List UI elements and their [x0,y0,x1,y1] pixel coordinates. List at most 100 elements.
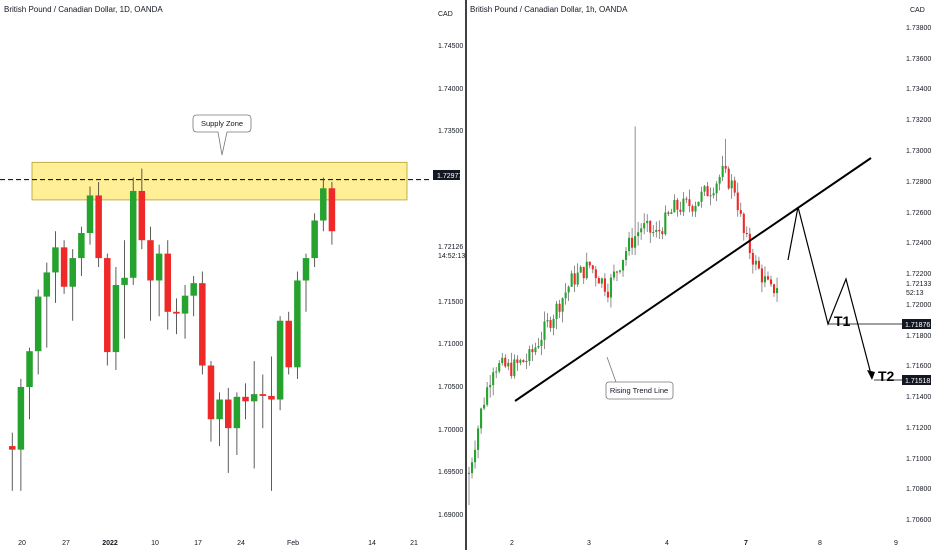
candle-bullish[interactable] [700,191,703,202]
candle-bullish[interactable] [600,278,603,284]
right-chart[interactable]: British Pound / Canadian Dollar, 1h, OAN… [467,5,931,547]
candle-bullish[interactable] [69,258,76,287]
candle-bullish[interactable] [534,347,537,353]
candle-bearish[interactable] [597,277,600,284]
candle-bearish[interactable] [739,210,742,214]
candle-bullish[interactable] [673,199,676,213]
candle-bullish[interactable] [643,223,646,229]
candle-bullish[interactable] [697,201,700,206]
candle-bearish[interactable] [724,165,727,169]
candle-bullish[interactable] [480,408,483,429]
candle-bullish[interactable] [311,220,318,259]
candle-bullish[interactable] [519,360,522,363]
candle-bearish[interactable] [164,253,172,312]
candle-bearish[interactable] [772,284,776,294]
candle-bullish[interactable] [43,272,51,297]
candle-bullish[interactable] [320,188,327,221]
candle-bearish[interactable] [676,199,679,210]
candle-bullish[interactable] [233,396,241,429]
candle-bearish[interactable] [199,283,206,366]
rising-trend-line[interactable] [514,157,872,402]
candle-bullish[interactable] [498,363,501,372]
candle-bullish[interactable] [561,298,564,312]
candle-bullish[interactable] [576,272,579,285]
candle-bullish[interactable] [715,183,718,194]
candle-bearish[interactable] [760,268,763,283]
candle-bearish[interactable] [615,271,619,273]
candle-bullish[interactable] [155,253,163,281]
candle-bullish[interactable] [552,318,555,328]
candle-bullish[interactable] [718,177,721,184]
candle-bullish[interactable] [190,283,197,296]
candle-bullish[interactable] [477,428,480,450]
candle-bullish[interactable] [555,303,558,319]
candle-bearish[interactable] [60,247,68,287]
candle-bullish[interactable] [537,345,540,348]
candle-bearish[interactable] [268,395,275,400]
candle-bullish[interactable] [543,321,546,340]
candle-bearish[interactable] [685,198,688,200]
candle-bullish[interactable] [624,251,628,260]
candle-bearish[interactable] [522,360,525,363]
candle-bullish[interactable] [121,277,128,285]
candle-bullish[interactable] [712,193,715,196]
candle-bullish[interactable] [609,277,612,298]
candle-bullish[interactable] [483,404,486,409]
candle-bearish[interactable] [516,359,519,363]
candle-bearish[interactable] [769,279,773,285]
trend-line-callout[interactable]: Rising Trend Line [605,356,674,400]
left-chart[interactable]: British Pound / Canadian Dollar, 1D, OAN… [0,5,465,547]
candle-bearish[interactable] [510,362,513,377]
candle-bearish[interactable] [558,303,561,312]
candle-bullish[interactable] [26,351,33,387]
candle-bearish[interactable] [594,269,597,278]
candle-bearish[interactable] [467,472,471,474]
candle-bearish[interactable] [591,265,594,270]
candle-bullish[interactable] [628,237,631,252]
candle-bullish[interactable] [721,165,724,178]
candle-bullish[interactable] [528,349,531,361]
candle-bullish[interactable] [492,372,495,386]
candle-bearish[interactable] [573,273,576,285]
candle-bearish[interactable] [691,206,694,212]
candle-bullish[interactable] [470,462,474,474]
candle-bearish[interactable] [631,237,634,248]
candle-bullish[interactable] [181,295,189,314]
candle-bullish[interactable] [34,296,42,352]
left-y-axis[interactable]: 1.74500 1.74000 1.73500 1.71500 1.71000 … [438,43,465,519]
candle-bullish[interactable] [540,339,543,346]
left-x-axis[interactable]: 20 27 2022 10 17 24 Feb 14 21 [18,540,418,547]
candle-bullish[interactable] [86,195,94,234]
candle-bearish[interactable] [745,232,748,234]
candle-bearish[interactable] [225,399,232,429]
candle-bullish[interactable] [276,320,284,400]
supply-zone-callout[interactable]: Supply Zone [192,114,252,156]
candle-bearish[interactable] [679,209,682,212]
candle-bullish[interactable] [567,286,570,293]
candle-bearish[interactable] [173,311,180,314]
candle-bearish[interactable] [531,349,534,353]
candle-bullish[interactable] [473,449,477,463]
candle-bullish[interactable] [655,229,658,233]
candle-bearish[interactable] [751,252,754,265]
candle-bullish[interactable] [294,280,301,368]
candle-bearish[interactable] [285,320,292,368]
candle-bullish[interactable] [489,385,492,388]
candle-bearish[interactable] [733,180,736,193]
candle-bearish[interactable] [766,276,770,280]
right-x-axis[interactable]: 2 3 4 7 8 9 [510,540,898,547]
candle-bullish[interactable] [585,261,588,279]
candle-bearish[interactable] [588,261,591,266]
candle-bullish[interactable] [302,258,310,281]
candle-bearish[interactable] [649,220,652,233]
candle-bearish[interactable] [606,291,609,298]
candle-bearish[interactable] [147,240,154,281]
candle-bullish[interactable] [250,394,258,402]
right-y-axis[interactable]: 1.73800 1.73600 1.73400 1.73200 1.73000 … [906,25,931,524]
candle-bearish[interactable] [259,394,267,396]
candle-bearish[interactable] [688,199,691,207]
candle-bullish[interactable] [495,371,498,373]
candle-bullish[interactable] [507,362,510,367]
candle-bullish[interactable] [754,260,757,265]
